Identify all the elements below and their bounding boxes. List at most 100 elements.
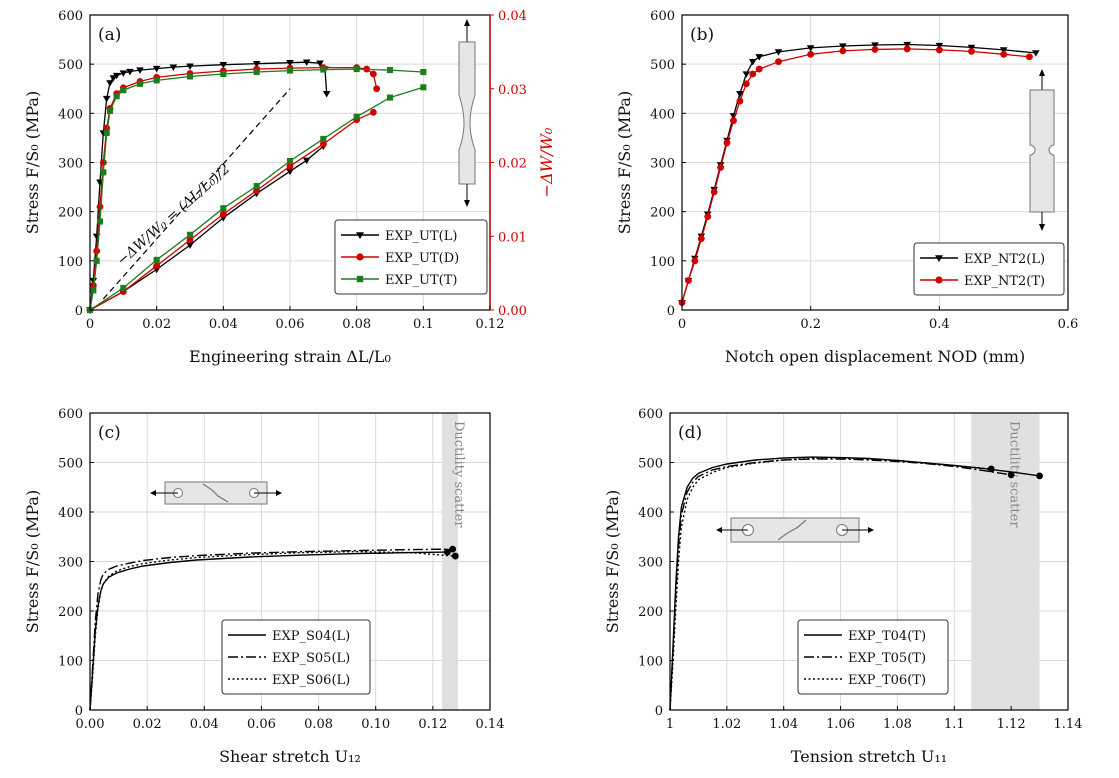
x-tick-label: 0.10 [361, 717, 390, 732]
data-point [136, 80, 144, 87]
ductility-scatter-label: Ductility scatter [451, 421, 466, 528]
x-tick-label: 0 [678, 317, 686, 332]
chart-panel-1: −ΔW/W₀ = (ΔL/L₀)/20 0.02 0.04 0.06 0.08 0.1 0.… [23, 9, 556, 366]
data-point [186, 73, 194, 80]
panel-label: (b) [690, 25, 714, 45]
legend-box [334, 219, 488, 295]
series-6 [86, 84, 427, 314]
panel-label: (a) [98, 25, 121, 45]
legend: EXP_T04(T) EXP_T05(T) EXP_T06(T) [797, 619, 949, 695]
x-tick-label: 0.12 [476, 317, 505, 332]
series-line [681, 43, 1036, 303]
x-tick-label: 0.00 [76, 717, 105, 732]
data-point [386, 67, 394, 74]
y-axis-label: Stress F/S₀ (MPa) [23, 490, 42, 633]
data-point [286, 60, 294, 67]
data-point [109, 75, 118, 82]
legend-entry: EXP_T04(T) [848, 629, 926, 644]
chart-panel-3: Ductility scatter 0.00 0.02 0.04 0.06 0.08 0.1… [23, 407, 504, 766]
data-point [253, 183, 260, 190]
data-point [136, 67, 144, 74]
y2-tick-label: 0.04 [498, 9, 527, 24]
y-tick-label: 600 [650, 9, 675, 24]
x-axis-label: Notch open displacement NOD (mm) [725, 347, 1025, 366]
y-tick-label: 100 [638, 655, 663, 670]
legend-entry: EXP_T06(T) [848, 673, 926, 688]
data-point [697, 235, 705, 243]
data-point [999, 47, 1008, 54]
y-tick-label: 200 [58, 206, 83, 221]
data-point [807, 50, 815, 58]
uniaxial-specimen-icon [458, 19, 476, 207]
data-point [219, 210, 227, 218]
y2-tick-label: 0.02 [498, 157, 527, 172]
data-point [935, 276, 943, 284]
legend-entry: EXP_S06(L) [272, 673, 350, 688]
data-point [968, 47, 975, 55]
data-point [320, 135, 327, 142]
data-point [319, 140, 327, 148]
fracture-point [451, 552, 459, 560]
data-point [152, 65, 161, 73]
series-line [89, 111, 374, 311]
y-tick-label: 600 [58, 407, 83, 422]
legend-entry: EXP_S05(L) [272, 651, 350, 666]
data-point [320, 66, 327, 73]
data-point [286, 157, 294, 165]
data-point [219, 61, 228, 69]
data-point [356, 232, 364, 239]
data-point [186, 236, 194, 244]
data-point [322, 91, 331, 98]
data-point [755, 65, 763, 73]
data-point [775, 58, 782, 66]
data-point [106, 80, 114, 87]
data-point [120, 87, 127, 94]
data-point [153, 77, 160, 84]
y-tick-label: 0 [655, 704, 663, 719]
y-tick-label: 100 [58, 255, 83, 270]
data-point [220, 205, 227, 212]
panel-label: (d) [678, 423, 702, 443]
ratio-reference-line [102, 88, 291, 300]
data-point [742, 80, 750, 88]
x-tick-label: 1.04 [769, 717, 798, 732]
legend-entry: EXP_UT(D) [385, 251, 459, 266]
data-point [113, 93, 120, 100]
data-point [220, 70, 227, 78]
y-axis-label: Stress F/S₀ (MPa) [603, 490, 622, 633]
data-point [353, 66, 360, 73]
legend-entry: EXP_NT2(L) [964, 252, 1045, 267]
y-tick-label: 300 [638, 556, 663, 571]
data-point [102, 95, 111, 103]
x-tick-label: 1.12 [997, 717, 1026, 732]
legend-box [913, 242, 1065, 296]
data-point [103, 124, 111, 132]
data-point [806, 45, 815, 52]
data-point [871, 42, 879, 49]
series-line [89, 66, 378, 311]
data-point [96, 203, 104, 211]
legend-entry: EXP_NT2(T) [964, 274, 1045, 289]
y-tick-label: 500 [650, 58, 675, 73]
x-tick-label: 0.02 [133, 717, 162, 732]
legend-entry: EXP_UT(T) [385, 273, 457, 288]
data-point [186, 63, 194, 70]
ductility-scatter-band [971, 413, 1040, 710]
data-point [99, 159, 107, 166]
data-point [100, 169, 107, 176]
y-tick-label: 100 [58, 655, 83, 670]
data-point [710, 188, 718, 196]
y2-tick-label: 0.00 [498, 304, 527, 319]
x-tick-label: 1 [666, 717, 674, 732]
data-point [186, 242, 194, 249]
data-point [169, 64, 178, 71]
y-tick-label: 300 [58, 556, 83, 571]
data-point [93, 247, 101, 255]
x-tick-label: 0.6 [1058, 317, 1079, 332]
data-point [106, 107, 114, 114]
x-tick-label: 0.2 [800, 317, 821, 332]
legend-box [797, 619, 949, 695]
x-tick-label: 0.02 [142, 317, 171, 332]
data-point [316, 60, 324, 67]
